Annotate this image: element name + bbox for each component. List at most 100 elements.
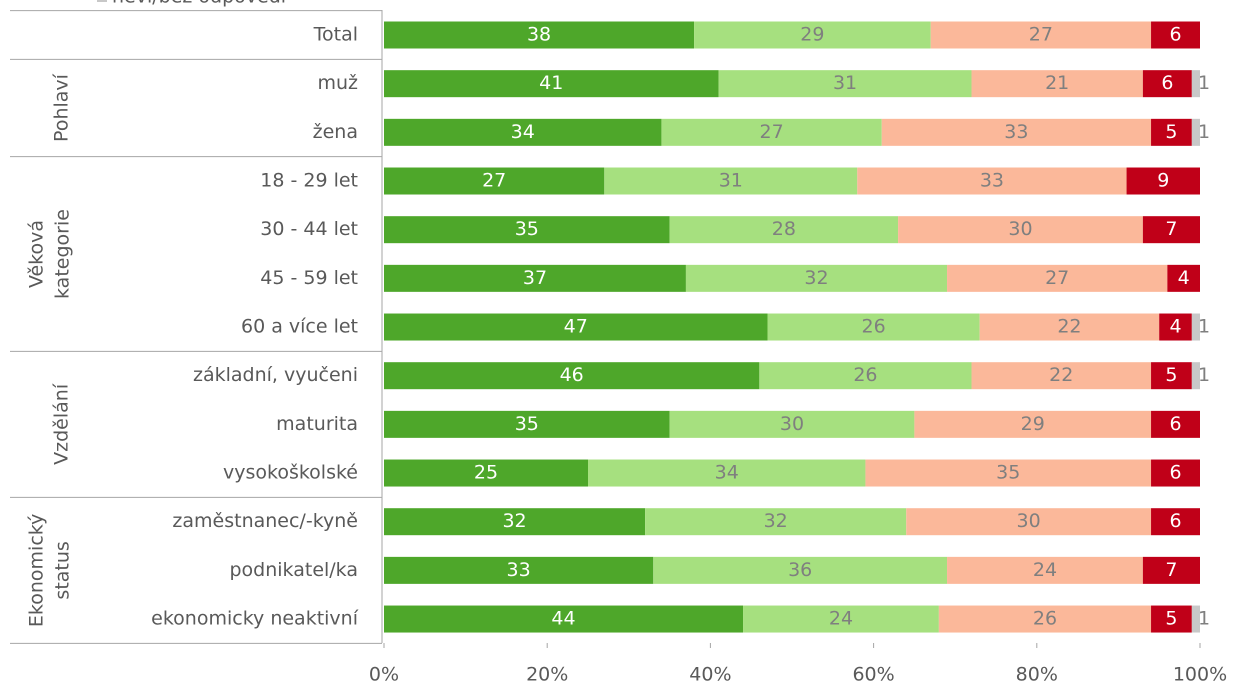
bar-segment xyxy=(384,264,686,292)
bar-segment xyxy=(1151,362,1192,390)
bar-segment xyxy=(653,556,948,584)
value-label: 27 xyxy=(1029,24,1053,46)
bar-segment xyxy=(1151,508,1200,536)
value-label: 9 xyxy=(1157,170,1169,192)
bar-segment xyxy=(384,362,760,390)
value-label: 32 xyxy=(502,510,526,532)
bar-segment xyxy=(384,70,719,98)
value-label: 27 xyxy=(482,170,506,192)
legend-label: neví/bez odpovědi xyxy=(112,0,286,8)
category-label: 18 - 29 let xyxy=(260,170,358,192)
value-label: 37 xyxy=(523,267,547,289)
bar-segment xyxy=(938,605,1152,633)
bar-segment xyxy=(906,508,1152,536)
bar-segment xyxy=(669,216,899,244)
value-label: 31 xyxy=(833,72,857,94)
value-label: 1 xyxy=(1198,316,1210,338)
value-label: 26 xyxy=(862,316,886,338)
value-label: 32 xyxy=(804,267,828,289)
group-label: Pohlaví xyxy=(51,73,73,142)
bar-segment xyxy=(1191,118,1200,146)
category-label: základní, vyučeni xyxy=(193,364,358,386)
value-label: 30 xyxy=(780,413,804,435)
category-label: Total xyxy=(313,24,358,46)
bar-segment xyxy=(384,167,605,195)
bar-segment xyxy=(384,313,768,341)
x-tick-label: 0% xyxy=(369,664,399,683)
bar-segment xyxy=(384,410,670,438)
value-label: 30 xyxy=(1017,510,1041,532)
bar-segment xyxy=(685,264,948,292)
bar-segment xyxy=(645,508,907,536)
bar-segment xyxy=(947,556,1143,584)
value-label: 5 xyxy=(1165,121,1177,143)
value-label: 6 xyxy=(1169,24,1181,46)
bar-segment xyxy=(1151,118,1192,146)
value-label: 4 xyxy=(1169,316,1181,338)
value-label: 5 xyxy=(1165,364,1177,386)
bar-segment xyxy=(669,410,915,438)
bar-segment xyxy=(971,362,1152,390)
bar-segment xyxy=(384,605,744,633)
group-label: status xyxy=(52,541,74,599)
value-label: 35 xyxy=(515,413,539,435)
value-label: 36 xyxy=(788,559,812,581)
bar-segment xyxy=(1191,605,1200,633)
bar-segment xyxy=(1151,410,1200,438)
value-label: 1 xyxy=(1198,72,1210,94)
group-label: Věková xyxy=(26,220,48,288)
value-label: 34 xyxy=(715,462,739,484)
bar-segment xyxy=(1191,313,1200,341)
bar-segment xyxy=(971,70,1143,98)
value-label: 34 xyxy=(511,121,535,143)
bar-segment xyxy=(743,605,939,633)
bar-segment xyxy=(1151,605,1192,633)
value-label: 6 xyxy=(1169,462,1181,484)
value-label: 32 xyxy=(764,510,788,532)
value-label: 24 xyxy=(829,608,853,630)
bar-segment xyxy=(1142,70,1192,98)
bar-segment xyxy=(1159,313,1192,341)
category-label: ekonomicky neaktivní xyxy=(151,608,359,630)
bar-segment xyxy=(661,118,882,146)
category-label: vysokoškolské xyxy=(223,462,358,484)
category-label: muž xyxy=(317,72,358,94)
category-label: maturita xyxy=(276,413,358,435)
bar-segment xyxy=(588,459,866,487)
x-tick-label: 20% xyxy=(526,664,568,683)
value-label: 1 xyxy=(1198,608,1210,630)
bar-segment xyxy=(1191,70,1200,98)
bar-segment xyxy=(979,313,1160,341)
bar-segment xyxy=(384,508,646,536)
x-tick-label: 60% xyxy=(852,664,894,683)
value-label: 47 xyxy=(564,316,588,338)
value-label: 6 xyxy=(1161,72,1173,94)
value-label: 38 xyxy=(527,24,551,46)
group-label: Vzdělání xyxy=(51,383,73,465)
value-label: 41 xyxy=(539,72,563,94)
bar-segment xyxy=(914,410,1152,438)
value-label: 28 xyxy=(772,218,796,240)
value-label: 46 xyxy=(560,364,584,386)
value-label: 29 xyxy=(800,24,824,46)
category-label: zaměstnanec/-kyně xyxy=(172,510,358,532)
bar-segment xyxy=(718,70,972,98)
bar-segment xyxy=(1142,216,1200,244)
value-label: 26 xyxy=(853,364,877,386)
bar-segment xyxy=(384,118,662,146)
value-label: 1 xyxy=(1198,364,1210,386)
bar-segment xyxy=(1142,556,1200,584)
value-label: 6 xyxy=(1169,510,1181,532)
value-label: 22 xyxy=(1057,316,1081,338)
value-label: 21 xyxy=(1045,72,1069,94)
bar-segment xyxy=(1126,167,1200,195)
x-tick-label: 40% xyxy=(689,664,731,683)
category-label: podnikatel/ka xyxy=(229,559,358,581)
value-label: 7 xyxy=(1165,218,1177,240)
value-label: 7 xyxy=(1165,559,1177,581)
value-label: 22 xyxy=(1049,364,1073,386)
value-label: 1 xyxy=(1198,121,1210,143)
x-tick-label: 80% xyxy=(1016,664,1058,683)
value-label: 5 xyxy=(1165,608,1177,630)
